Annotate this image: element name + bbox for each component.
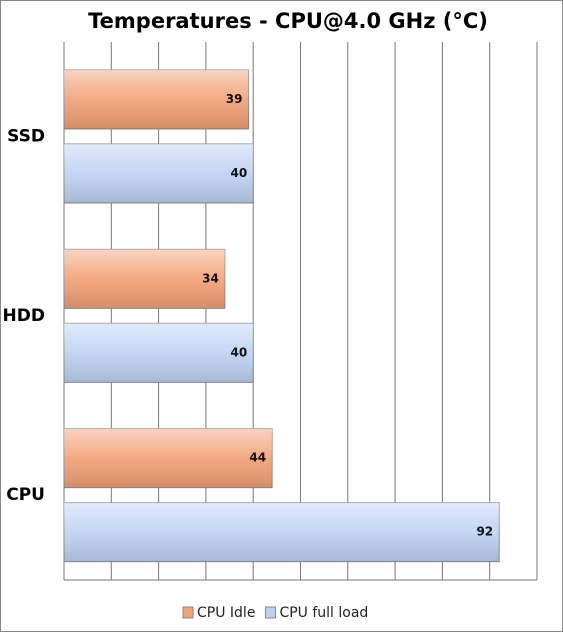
legend-swatch [264,606,276,619]
value-label: 39 [226,92,243,106]
legend-label: CPU Idle [197,605,255,621]
value-label: 34 [202,271,219,285]
bar-shine [64,70,249,129]
value-label: 44 [249,451,266,465]
chart-title: Temperatures - CPU@4.0 GHz (°C) [88,9,488,33]
bar-shine [64,249,225,309]
y-tick-label: SSD [7,127,45,147]
bar-shine [64,144,254,203]
bar-shine [64,428,273,488]
y-tick-label: HDD [3,306,45,326]
value-label: 40 [230,166,247,180]
legend-swatch [182,606,194,619]
value-label: 40 [230,345,247,359]
y-tick-label: CPU [6,485,45,505]
bar-shine [64,323,254,383]
value-label: 92 [476,525,493,539]
bar-shine [64,502,500,562]
legend-label: CPU full load [279,605,368,621]
